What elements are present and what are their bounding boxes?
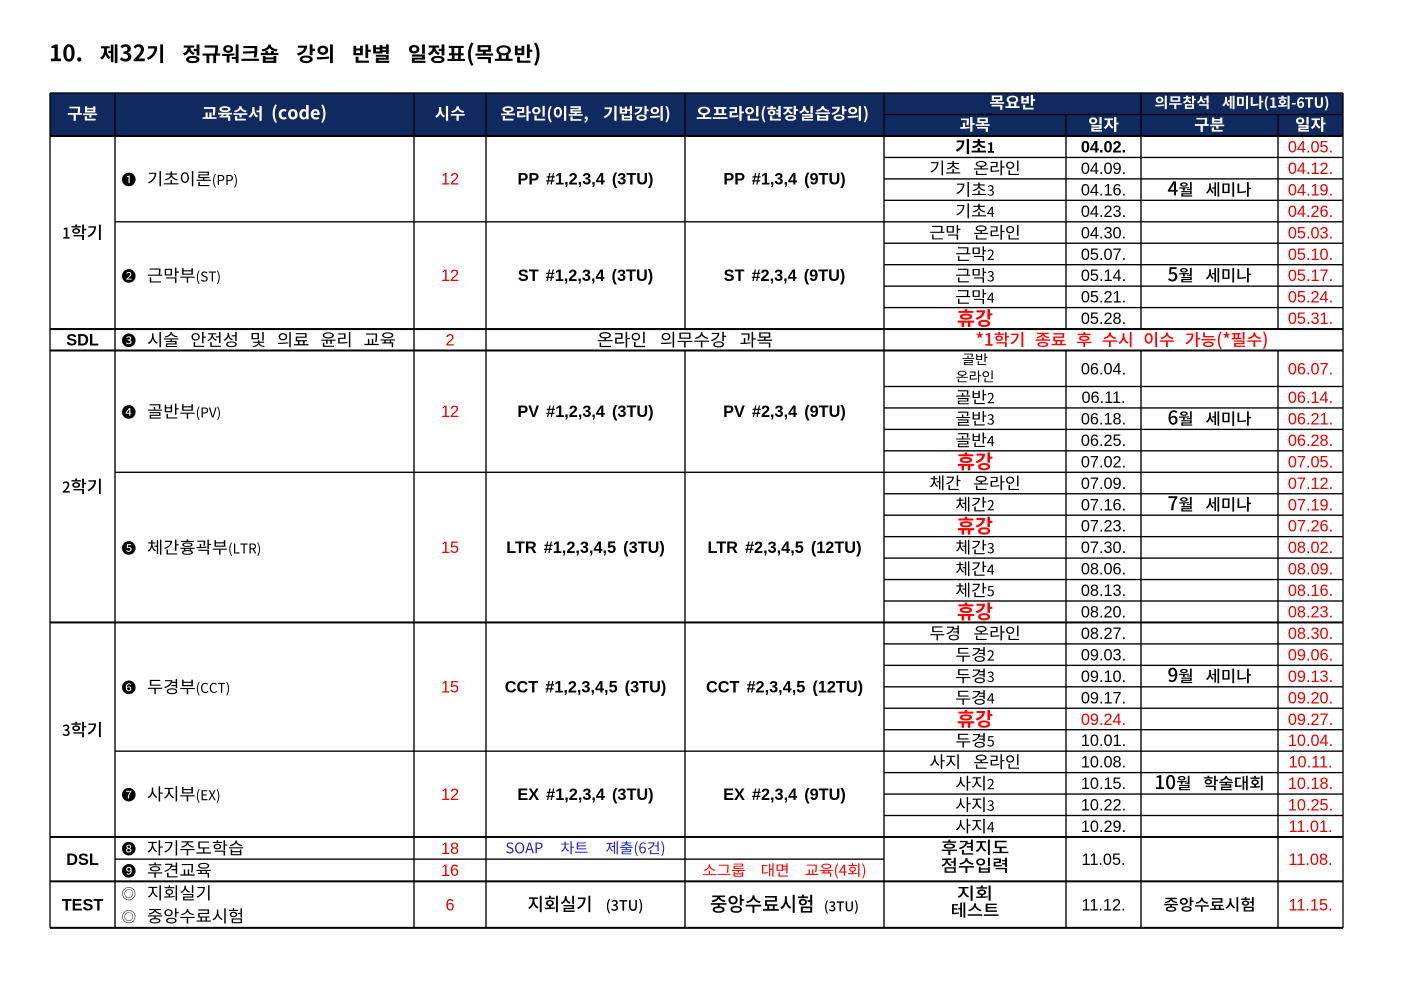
svg-text:10.22.: 10.22. [1081, 797, 1126, 815]
svg-text:EX #2,3,4 (9TU): EX #2,3,4 (9TU) [723, 786, 846, 804]
svg-text:07.09.: 07.09. [1081, 475, 1126, 493]
svg-text:04.12.: 04.12. [1288, 160, 1333, 178]
svg-text:10.29.: 10.29. [1081, 818, 1126, 836]
svg-text:11.15.: 11.15. [1288, 896, 1332, 914]
svg-text:CCT #2,3,4,5 (12TU): CCT #2,3,4,5 (12TU) [706, 679, 863, 697]
svg-text:10.18.: 10.18. [1288, 775, 1333, 793]
svg-text:05.10.: 05.10. [1288, 246, 1333, 264]
svg-text:09.20.: 09.20. [1288, 689, 1333, 707]
svg-text:06.18.: 06.18. [1081, 411, 1126, 429]
svg-text:10.08.: 10.08. [1081, 754, 1126, 772]
svg-text:15: 15 [441, 539, 459, 557]
svg-text:06.25.: 06.25. [1081, 432, 1126, 450]
svg-text:ST #2,3,4 (9TU): ST #2,3,4 (9TU) [724, 267, 846, 285]
svg-text:10.11.: 10.11. [1288, 754, 1332, 772]
svg-text:09.13.: 09.13. [1288, 668, 1333, 686]
svg-text:SDL: SDL [66, 332, 99, 350]
svg-text:04.30.: 04.30. [1081, 224, 1126, 242]
svg-text:04.16.: 04.16. [1081, 181, 1126, 199]
svg-text:06.14.: 06.14. [1288, 389, 1333, 407]
svg-text:12: 12 [441, 403, 459, 421]
svg-text:2: 2 [445, 332, 454, 350]
svg-text:09.24.: 09.24. [1081, 711, 1126, 729]
svg-text:08.09.: 08.09. [1288, 561, 1333, 579]
svg-text:12: 12 [441, 171, 459, 189]
svg-text:07.30.: 07.30. [1081, 539, 1126, 557]
svg-text:LTR #2,3,4,5 (12TU): LTR #2,3,4,5 (12TU) [708, 539, 862, 557]
svg-text:11.05.: 11.05. [1081, 851, 1125, 869]
svg-text:08.06.: 08.06. [1081, 561, 1126, 579]
svg-text:05.28.: 05.28. [1081, 310, 1126, 328]
svg-text:09.17.: 09.17. [1081, 689, 1126, 707]
svg-text:06.04.: 06.04. [1081, 360, 1126, 378]
svg-text:PV #1,2,3,4 (3TU): PV #1,2,3,4 (3TU) [517, 403, 653, 421]
svg-text:05.31.: 05.31. [1288, 310, 1333, 328]
svg-text:04.02.: 04.02. [1081, 139, 1126, 157]
svg-text:PP #1,3,4 (9TU): PP #1,3,4 (9TU) [723, 171, 845, 189]
svg-text:16: 16 [441, 862, 459, 880]
svg-text:09.10.: 09.10. [1081, 668, 1126, 686]
svg-text:04.05.: 04.05. [1288, 139, 1333, 157]
svg-text:08.02.: 08.02. [1288, 539, 1333, 557]
svg-text:07.12.: 07.12. [1288, 475, 1333, 493]
svg-text:05.21.: 05.21. [1081, 289, 1126, 307]
svg-text:09.06.: 09.06. [1288, 646, 1333, 664]
svg-text:06.07.: 06.07. [1288, 360, 1333, 378]
svg-text:15: 15 [441, 679, 459, 697]
svg-text:08.20.: 08.20. [1081, 604, 1126, 622]
svg-text:12: 12 [441, 786, 459, 804]
svg-text:10.01.: 10.01. [1081, 732, 1126, 750]
svg-text:05.17.: 05.17. [1288, 267, 1333, 285]
svg-text:10.04.: 10.04. [1288, 732, 1333, 750]
svg-text:04.09.: 04.09. [1081, 160, 1126, 178]
svg-text:07.05.: 07.05. [1288, 453, 1333, 471]
svg-text:6: 6 [445, 896, 454, 914]
svg-text:CCT #1,2,3,4,5 (3TU): CCT #1,2,3,4,5 (3TU) [505, 679, 667, 697]
svg-text:TEST: TEST [62, 896, 104, 914]
svg-text:06.21.: 06.21. [1288, 411, 1333, 429]
svg-text:10.25.: 10.25. [1288, 797, 1333, 815]
svg-text:07.23.: 07.23. [1081, 518, 1126, 536]
svg-text:07.26.: 07.26. [1288, 518, 1333, 536]
svg-text:10.15.: 10.15. [1081, 775, 1126, 793]
svg-text:11.01.: 11.01. [1288, 818, 1332, 836]
svg-text:08.13.: 08.13. [1081, 582, 1126, 600]
svg-text:05.14.: 05.14. [1081, 267, 1126, 285]
svg-text:11.12.: 11.12. [1081, 896, 1125, 914]
svg-text:PV #2,3,4 (9TU): PV #2,3,4 (9TU) [723, 403, 846, 421]
svg-text:09.03.: 09.03. [1081, 646, 1126, 664]
svg-text:EX #1,2,3,4 (3TU): EX #1,2,3,4 (3TU) [517, 786, 653, 804]
svg-text:08.16.: 08.16. [1288, 582, 1333, 600]
svg-text:07.19.: 07.19. [1288, 496, 1333, 514]
svg-text:09.27.: 09.27. [1288, 711, 1333, 729]
svg-text:05.07.: 05.07. [1081, 246, 1126, 264]
svg-text:08.30.: 08.30. [1288, 625, 1333, 643]
svg-text:LTR #1,2,3,4,5 (3TU): LTR #1,2,3,4,5 (3TU) [506, 539, 665, 557]
svg-text:PP #1,2,3,4 (3TU): PP #1,2,3,4 (3TU) [518, 171, 654, 189]
svg-text:04.19.: 04.19. [1288, 181, 1333, 199]
svg-text:11.08.: 11.08. [1288, 851, 1332, 869]
svg-text:ST #1,2,3,4 (3TU): ST #1,2,3,4 (3TU) [518, 267, 653, 285]
svg-text:06.28.: 06.28. [1288, 432, 1333, 450]
svg-text:07.16.: 07.16. [1081, 496, 1126, 514]
svg-text:07.02.: 07.02. [1081, 453, 1126, 471]
svg-text:18: 18 [441, 840, 459, 858]
svg-text:08.23.: 08.23. [1288, 604, 1333, 622]
svg-text:04.26.: 04.26. [1288, 203, 1333, 221]
svg-text:05.24.: 05.24. [1288, 289, 1333, 307]
svg-text:08.27.: 08.27. [1081, 625, 1126, 643]
svg-text:04.23.: 04.23. [1081, 203, 1126, 221]
svg-text:06.11.: 06.11. [1081, 389, 1125, 407]
svg-text:05.03.: 05.03. [1288, 224, 1333, 242]
svg-text:DSL: DSL [66, 851, 99, 869]
svg-text:12: 12 [441, 267, 459, 285]
